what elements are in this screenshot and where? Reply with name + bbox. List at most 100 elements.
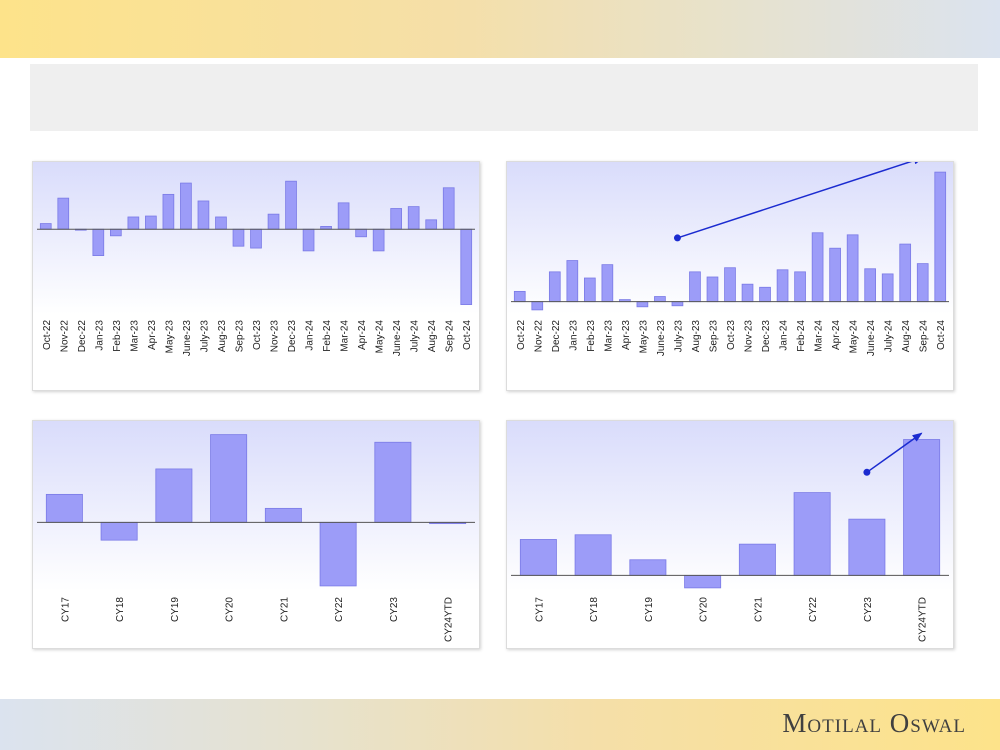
bar bbox=[180, 182, 192, 230]
tick-label: CY20 bbox=[699, 597, 710, 622]
tick-label: Nov-22 bbox=[59, 320, 70, 353]
bar bbox=[100, 521, 138, 541]
bar bbox=[57, 197, 70, 230]
brand-logo: Motilal Oswal bbox=[782, 708, 966, 738]
bar bbox=[759, 286, 771, 303]
tick-label: CY22 bbox=[334, 597, 345, 622]
bar bbox=[407, 206, 420, 230]
bar bbox=[264, 507, 302, 523]
bar bbox=[776, 269, 789, 303]
tick-label: Dec-23 bbox=[287, 320, 298, 353]
bar bbox=[374, 441, 412, 523]
bar bbox=[145, 215, 157, 230]
chart-svg: Oct-22 Nov-22 Dec-22 Jan-23 Feb-23 Mar-23 Apr-… bbox=[507, 162, 953, 357]
bar bbox=[654, 296, 666, 303]
bar bbox=[425, 219, 438, 230]
tick-label: Dec-22 bbox=[77, 320, 88, 353]
bar bbox=[267, 213, 280, 230]
tick-label: June-23 bbox=[656, 320, 667, 357]
tick-label: Mar-23 bbox=[129, 320, 140, 352]
header-box bbox=[30, 64, 978, 131]
tick-label: Sep-23 bbox=[708, 320, 719, 353]
tick-label: Aug-24 bbox=[901, 320, 912, 353]
trend-arrow bbox=[866, 432, 923, 473]
bar bbox=[337, 202, 350, 230]
bar bbox=[215, 216, 227, 230]
tick-label: CY23 bbox=[863, 597, 874, 622]
bar bbox=[127, 216, 140, 230]
bar bbox=[162, 193, 175, 230]
tick-label: Nov-22 bbox=[533, 320, 544, 353]
bar bbox=[689, 271, 701, 303]
tick-label: Apr-23 bbox=[621, 320, 632, 350]
bar bbox=[794, 271, 806, 303]
bar bbox=[881, 273, 894, 303]
bar bbox=[724, 267, 736, 303]
tick-label: Dec-23 bbox=[761, 320, 772, 353]
tick-label: Dec-22 bbox=[551, 320, 562, 353]
bar bbox=[903, 439, 941, 576]
bar bbox=[829, 247, 841, 303]
bar bbox=[548, 271, 561, 303]
bar bbox=[39, 223, 52, 230]
bar bbox=[793, 492, 831, 576]
tick-label: June-23 bbox=[182, 320, 193, 357]
bar bbox=[442, 187, 455, 230]
bar bbox=[738, 543, 776, 576]
plot-background bbox=[507, 421, 953, 591]
chart-svg: Oct-22 Nov-22 Dec-22 Jan-23 Feb-23 Mar-23 Apr-… bbox=[33, 162, 479, 357]
bar bbox=[601, 264, 614, 303]
tick-label: Oct-24 bbox=[936, 320, 947, 350]
tick-label: July-23 bbox=[199, 320, 210, 353]
tick-label: CY20 bbox=[225, 597, 236, 622]
bar bbox=[934, 171, 947, 303]
tick-label: Jan-23 bbox=[568, 320, 579, 351]
bar bbox=[864, 268, 876, 303]
tick-label: CY24YTD bbox=[918, 597, 929, 642]
tick-label: Mar-24 bbox=[340, 320, 351, 352]
bar bbox=[684, 574, 722, 589]
bar bbox=[390, 208, 402, 230]
tick-label: June-24 bbox=[392, 320, 403, 357]
bar bbox=[848, 518, 886, 576]
tick-label: Oct-24 bbox=[462, 320, 473, 350]
bar bbox=[636, 301, 649, 308]
tick-label: CY22 bbox=[808, 597, 819, 622]
bar bbox=[372, 228, 385, 252]
tick-label: Nov-23 bbox=[270, 320, 281, 353]
tick-label: Jan-23 bbox=[94, 320, 105, 351]
tick-label: Jan-24 bbox=[779, 320, 790, 351]
tick-label: May-23 bbox=[164, 320, 175, 354]
bar bbox=[629, 559, 667, 576]
tick-label: Apr-24 bbox=[831, 320, 842, 350]
tick-label: Apr-23 bbox=[147, 320, 158, 350]
plot-background bbox=[33, 421, 479, 591]
tick-label: Oct-22 bbox=[42, 320, 53, 350]
tick-label: Mar-24 bbox=[814, 320, 825, 352]
bar bbox=[846, 234, 859, 303]
chart-annual-2: CY17 CY18 CY19 CY20 CY21 CY22 CY23 CY24YTD bbox=[506, 420, 954, 649]
trend-arrow bbox=[677, 162, 924, 239]
tick-label: Feb-23 bbox=[112, 320, 123, 352]
tick-label: Nov-23 bbox=[744, 320, 755, 353]
tick-label: Mar-23 bbox=[603, 320, 614, 352]
tick-label: CY21 bbox=[753, 597, 764, 622]
tick-label: Oct-23 bbox=[252, 320, 263, 350]
tick-label: CY18 bbox=[115, 597, 126, 622]
bar bbox=[899, 243, 912, 303]
bar bbox=[916, 263, 929, 303]
bottom-banner bbox=[0, 699, 1000, 750]
tick-label: Feb-24 bbox=[322, 320, 333, 352]
chart-monthly-1: Oct-22 Nov-22 Dec-22 Jan-23 Feb-23 Mar-23 Apr-… bbox=[32, 161, 480, 391]
bar bbox=[232, 228, 245, 247]
tick-label: July-24 bbox=[884, 320, 895, 353]
tick-label: Oct-22 bbox=[516, 320, 527, 350]
bar bbox=[155, 468, 193, 523]
bar bbox=[285, 180, 297, 230]
tick-label: Jan-24 bbox=[305, 320, 316, 351]
chart-svg: CY17 CY18 CY19 CY20 CY21 CY22 CY23 CY24YTD bbox=[33, 421, 479, 642]
top-banner bbox=[0, 0, 1000, 58]
tick-label: Apr-24 bbox=[357, 320, 368, 350]
chart-svg: CY17 CY18 CY19 CY20 CY21 CY22 CY23 CY24YTD bbox=[507, 421, 953, 642]
tick-label: CY18 bbox=[589, 597, 600, 622]
